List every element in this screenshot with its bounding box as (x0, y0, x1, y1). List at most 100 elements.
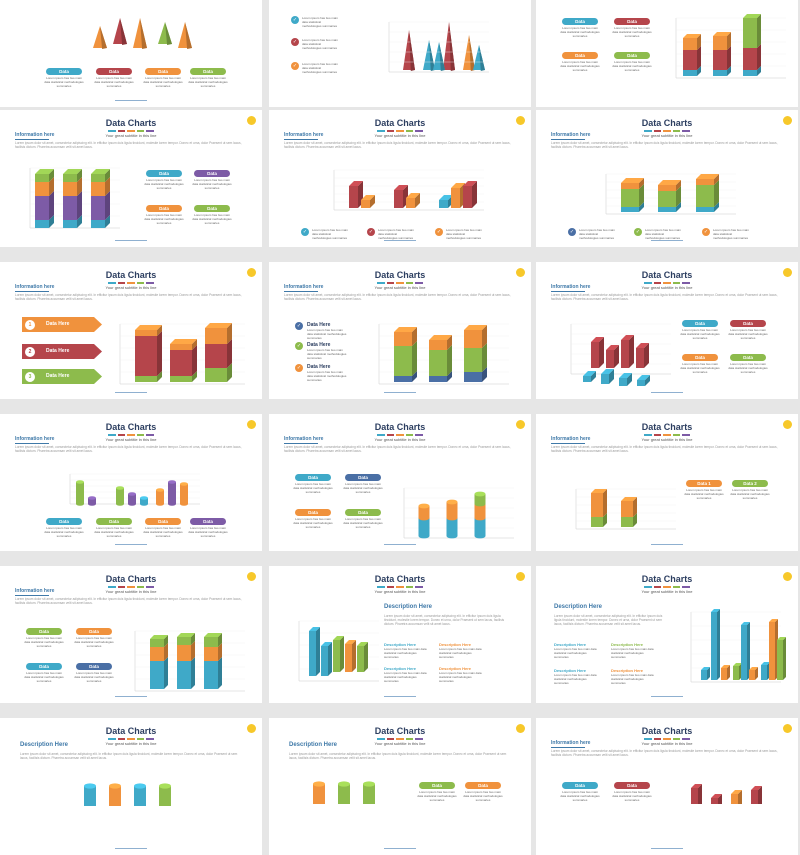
slide-thumbnail[interactable]: Data Charts Your great subtitle in this l… (0, 718, 262, 855)
bar-segment (204, 647, 218, 661)
pill-text: Lorem ipsum has two main data statistica… (343, 517, 383, 529)
color-bar-segment (108, 586, 116, 588)
slide-subtitle: Your great subtitle in this line (641, 133, 693, 138)
bar-segment (696, 179, 714, 185)
arrow-label: Data Here (46, 321, 70, 327)
slide-thumbnail[interactable]: Data Charts Your great subtitle in this l… (269, 262, 531, 399)
slide-title: Data Charts (105, 118, 157, 128)
chart (313, 781, 375, 804)
cone-side (140, 18, 147, 49)
bar-side (714, 180, 719, 207)
slide-thumbnail[interactable]: ✓ Lorem ipsum has two main data statistic… (269, 0, 531, 107)
slide-thumbnail[interactable]: Data Charts Your great subtitle in this l… (0, 566, 262, 703)
cylinder-segment (446, 518, 458, 536)
cone-side (165, 22, 172, 45)
cylinder-base (76, 502, 84, 506)
bar-side (698, 784, 702, 804)
bar-segment (619, 378, 627, 386)
bar-segment (464, 330, 482, 348)
chart (388, 21, 489, 73)
slide-thumbnail[interactable]: Data Lorem ipsum has two main data statis… (536, 0, 798, 107)
accent-dot (247, 268, 256, 277)
color-bar-segment (377, 434, 385, 436)
bar-side (352, 640, 356, 672)
bar-side (77, 215, 82, 228)
pill-text: Lorem ipsum has two main data statistica… (680, 328, 720, 340)
bar-segment (135, 330, 157, 336)
bar-segment (743, 48, 757, 70)
color-bar (643, 434, 691, 436)
pill-text: Lorem ipsum has two main data statistica… (188, 526, 228, 538)
data-pill: Data (76, 663, 112, 670)
color-bar-segment (644, 282, 652, 284)
cylinder-segment (140, 498, 148, 504)
chart (333, 169, 484, 211)
bar-segment (333, 640, 340, 672)
color-bar-segment (108, 434, 116, 436)
bar-side (49, 169, 54, 182)
bar-side (218, 633, 222, 647)
pill-text: Lorem ipsum has two main data statistica… (560, 60, 600, 72)
slide-title: Data Charts (641, 270, 693, 280)
color-bar (107, 586, 155, 588)
slide-thumbnail[interactable]: Data Charts Your great subtitle in this l… (0, 262, 262, 399)
check-text: Lorem ipsum has two main data statistica… (713, 228, 749, 240)
slide-subtitle: Your great subtitle in this line (641, 741, 693, 746)
slide-thumbnail[interactable]: Data Charts Your great subtitle in this l… (269, 414, 531, 551)
bar-top (711, 609, 720, 612)
bar-side (447, 345, 452, 376)
bar-segment (658, 207, 676, 212)
slide-thumbnail[interactable]: Data Charts Your great subtitle in this l… (536, 262, 798, 399)
bar-top (743, 14, 761, 18)
bar-segment (150, 647, 164, 661)
cylinder-base (418, 533, 430, 539)
slide-thumbnail[interactable]: Data Charts Your great subtitle in this l… (269, 110, 531, 247)
color-bar-segment (405, 586, 414, 588)
bar-top (170, 339, 197, 344)
bar-top (683, 34, 701, 38)
color-bar-segment (396, 130, 404, 132)
color-bar-segment (672, 130, 681, 132)
bar-side (717, 609, 720, 680)
bar-side (364, 642, 368, 672)
cylinder-top (140, 496, 148, 500)
color-bar-segment (644, 586, 652, 588)
slide-thumbnail[interactable]: Data Charts Your great subtitle in this l… (0, 110, 262, 247)
bar-side (157, 325, 162, 336)
color-bar-segment (415, 434, 423, 436)
bar-segment (394, 190, 403, 208)
bar-top (463, 181, 477, 186)
bar-segment (464, 372, 482, 382)
bar-side (412, 327, 417, 346)
slide-thumbnail[interactable]: Data Charts Your great subtitle in this l… (269, 566, 531, 703)
description-text: Lorem ipsum dolor sit amet, consectetur … (551, 445, 778, 453)
item-heading: Description Here (439, 642, 472, 647)
info-heading: Information here (551, 740, 591, 746)
slide-thumbnail[interactable]: Data Charts Your great subtitle in this l… (536, 566, 798, 703)
slide-thumbnail[interactable]: Data Charts Your great subtitle in this l… (536, 414, 798, 551)
pill-text: Lorem ipsum has two main data statistica… (74, 671, 114, 683)
bar-top (464, 325, 487, 330)
cylinder-top (76, 480, 84, 484)
data-pill: Data (96, 68, 132, 75)
check-icon: ✓ (295, 342, 303, 350)
chart (93, 18, 192, 49)
bar-segment (621, 189, 639, 207)
color-bar-segment (405, 282, 414, 284)
bar-top (150, 635, 168, 639)
slide-thumbnail[interactable]: Data Lorem ipsum has two main data statis… (0, 0, 262, 107)
slide-thumbnail[interactable]: Data Charts Your great subtitle in this l… (536, 718, 798, 855)
pill-text: Lorem ipsum has two main data statistica… (192, 178, 232, 190)
description-text: Lorem ipsum dolor sit amet, consectetur … (284, 293, 511, 301)
slide-thumbnail[interactable]: Data Charts Your great subtitle in this l… (0, 414, 262, 551)
cylinder-segment (116, 488, 124, 504)
cylinder-base (474, 515, 486, 521)
cylinder-segment (76, 482, 84, 504)
description-text: Lorem ipsum dolor sit amet, consectetur … (551, 141, 778, 149)
bar-segment (741, 625, 747, 680)
color-bar-segment (117, 586, 126, 588)
color-bar (107, 738, 155, 740)
slide-thumbnail[interactable]: Data Charts Your great subtitle in this l… (269, 718, 531, 855)
bar-side (164, 643, 168, 661)
slide-thumbnail[interactable]: Data Charts Your great subtitle in this l… (536, 110, 798, 247)
